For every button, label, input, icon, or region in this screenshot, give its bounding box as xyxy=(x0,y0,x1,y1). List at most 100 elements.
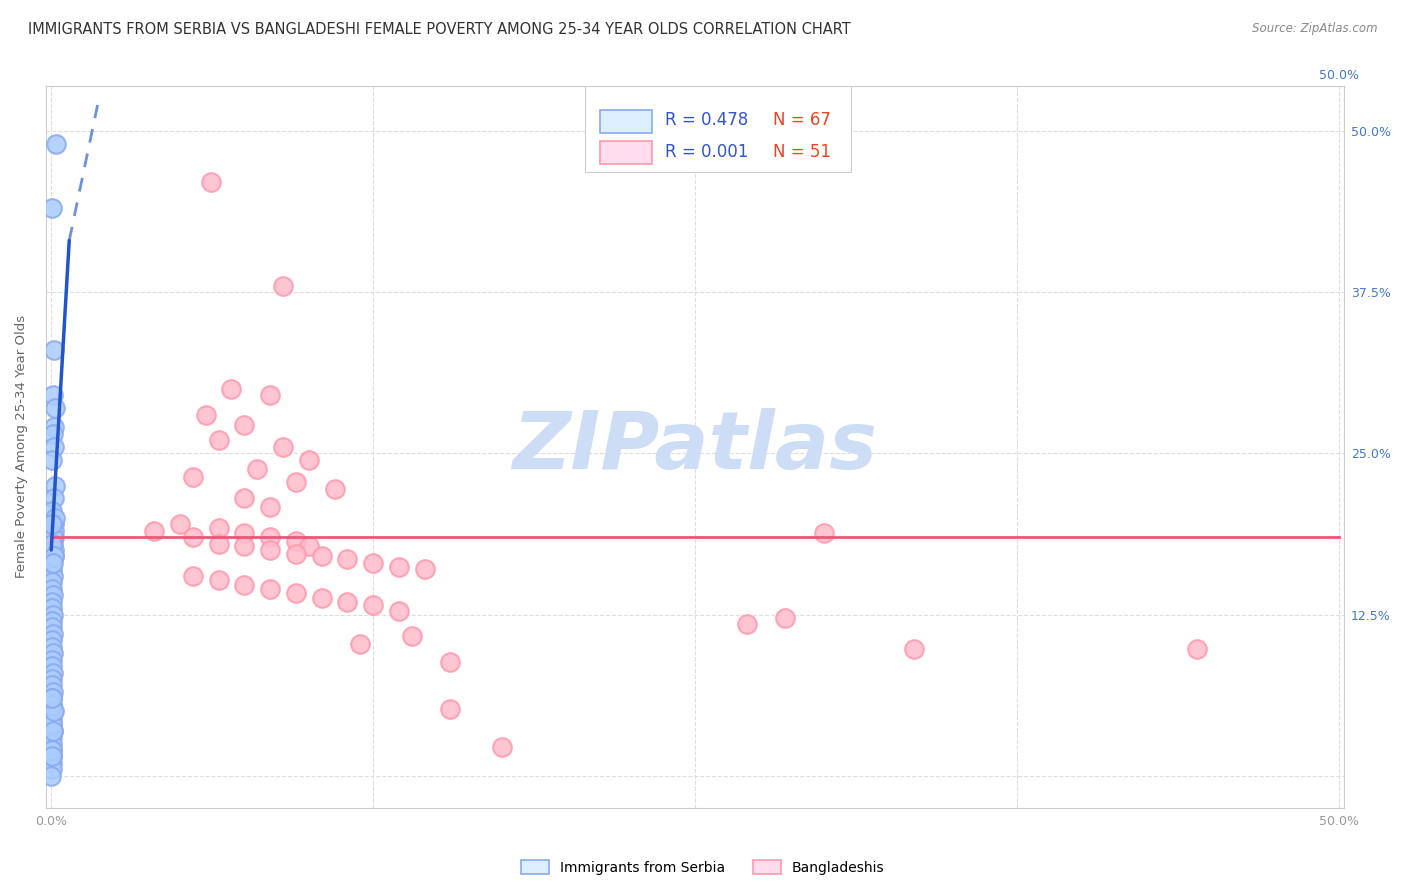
Point xyxy=(233,526,256,541)
Point xyxy=(41,678,63,692)
Point xyxy=(42,426,65,441)
Y-axis label: Female Poverty Among 25-34 Year Olds: Female Poverty Among 25-34 Year Olds xyxy=(15,315,28,578)
Point xyxy=(284,547,307,561)
Point xyxy=(271,440,294,454)
Text: N = 51: N = 51 xyxy=(773,143,831,161)
Point xyxy=(42,646,65,660)
Point xyxy=(42,524,65,538)
Point xyxy=(41,691,63,706)
Point xyxy=(361,599,384,613)
Point xyxy=(41,504,63,518)
Point xyxy=(143,524,166,538)
Point xyxy=(42,388,65,402)
Point xyxy=(42,723,65,738)
Point xyxy=(41,594,63,608)
Point xyxy=(41,756,63,770)
Point xyxy=(1187,642,1209,657)
Point xyxy=(42,536,65,550)
Point xyxy=(41,543,63,558)
Point xyxy=(813,526,835,541)
Point xyxy=(42,549,65,564)
Text: ZIPatlas: ZIPatlas xyxy=(513,408,877,486)
Point xyxy=(42,723,65,738)
Point xyxy=(298,539,321,553)
Point xyxy=(41,659,63,673)
Point xyxy=(259,500,281,515)
Point xyxy=(41,201,63,215)
Point xyxy=(41,536,63,550)
Point xyxy=(41,730,63,744)
Point xyxy=(41,517,63,532)
Point xyxy=(41,749,63,764)
FancyBboxPatch shape xyxy=(600,141,652,164)
Point xyxy=(259,388,281,402)
Point xyxy=(41,717,63,731)
Point xyxy=(491,740,513,755)
Point xyxy=(200,176,222,190)
Point xyxy=(181,569,204,583)
Point xyxy=(42,704,65,718)
Point xyxy=(44,420,66,434)
Point xyxy=(41,524,63,538)
Point xyxy=(221,382,243,396)
Point xyxy=(336,594,359,608)
Legend: Immigrants from Serbia, Bangladeshis: Immigrants from Serbia, Bangladeshis xyxy=(516,855,890,880)
Point xyxy=(41,614,63,628)
Point xyxy=(41,556,63,570)
Text: N = 67: N = 67 xyxy=(773,112,831,129)
FancyBboxPatch shape xyxy=(600,110,652,133)
Point xyxy=(259,543,281,558)
Point xyxy=(41,749,63,764)
Point xyxy=(336,552,359,566)
Point xyxy=(42,517,65,532)
Point xyxy=(207,434,229,448)
Point xyxy=(194,408,217,422)
Point xyxy=(41,711,63,725)
Point xyxy=(41,698,63,712)
Point xyxy=(44,530,66,544)
FancyBboxPatch shape xyxy=(585,86,851,172)
Point xyxy=(42,440,65,454)
Point xyxy=(439,701,461,715)
Point xyxy=(361,556,384,570)
Point xyxy=(42,549,65,564)
Point xyxy=(311,549,333,564)
Point xyxy=(388,559,411,574)
Point xyxy=(349,637,371,651)
Point xyxy=(773,611,796,625)
Point xyxy=(41,562,63,576)
Text: Source: ZipAtlas.com: Source: ZipAtlas.com xyxy=(1253,22,1378,36)
Point xyxy=(44,478,66,492)
Point xyxy=(246,462,269,476)
Point xyxy=(41,743,63,757)
Point xyxy=(41,737,63,751)
Point xyxy=(41,601,63,615)
Point xyxy=(284,585,307,599)
Point xyxy=(42,627,65,641)
Point xyxy=(42,543,65,558)
Point xyxy=(41,452,63,467)
Point xyxy=(41,698,63,712)
Point xyxy=(259,530,281,544)
Point xyxy=(207,521,229,535)
Point xyxy=(233,539,256,553)
Point xyxy=(42,530,65,544)
Point xyxy=(181,530,204,544)
Point xyxy=(41,691,63,706)
Text: IMMIGRANTS FROM SERBIA VS BANGLADESHI FEMALE POVERTY AMONG 25-34 YEAR OLDS CORRE: IMMIGRANTS FROM SERBIA VS BANGLADESHI FE… xyxy=(28,22,851,37)
Point xyxy=(44,401,66,416)
Point xyxy=(41,620,63,634)
Point xyxy=(41,640,63,654)
Point xyxy=(41,769,63,783)
Point xyxy=(41,633,63,648)
Point xyxy=(207,536,229,550)
Point xyxy=(41,672,63,686)
Point xyxy=(271,278,294,293)
Point xyxy=(41,575,63,590)
Point xyxy=(41,743,63,757)
Point xyxy=(735,616,758,631)
Point xyxy=(41,717,63,731)
Point xyxy=(169,517,191,532)
Point xyxy=(311,591,333,605)
Point xyxy=(413,562,436,576)
